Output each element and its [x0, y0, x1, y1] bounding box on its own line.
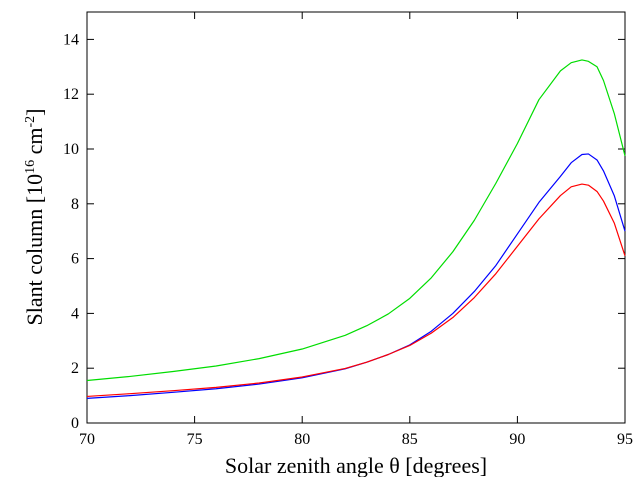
- y-axis-title-mid: cm: [22, 128, 47, 160]
- y-tick-label: 8: [71, 196, 79, 213]
- y-tick-label: 4: [71, 305, 79, 322]
- y-tick-label: 2: [71, 360, 79, 377]
- y-axis-title-exp1: 16: [23, 160, 38, 174]
- series-lines: [86, 59, 626, 399]
- x-tick-label: 85: [402, 431, 418, 448]
- y-axis-title: Slant column [1016 cm-2]: [22, 109, 47, 326]
- y-axis-title-suffix: ]: [22, 109, 47, 116]
- y-axis-title-exp2: -2: [23, 116, 38, 128]
- series-line-1: [86, 59, 626, 382]
- plot-frame: [86, 11, 626, 424]
- y-tick-label: 10: [63, 141, 79, 158]
- x-tick-label: 80: [294, 431, 310, 448]
- x-axis-title: Solar zenith angle θ [degrees]: [225, 453, 487, 477]
- x-tick-label: 70: [79, 431, 95, 448]
- y-axis-title-prefix: Slant column [10: [22, 174, 47, 326]
- x-tick-label: 90: [509, 431, 525, 448]
- y-tick-label: 0: [71, 415, 79, 432]
- y-tick-label: 6: [71, 251, 79, 268]
- series-line-2: [86, 153, 626, 399]
- series-line-3: [86, 183, 626, 398]
- y-tick-label: 12: [63, 86, 79, 103]
- x-tick-label: 95: [617, 431, 633, 448]
- x-tick-label: 75: [187, 431, 203, 448]
- axis-ticks: 70 75 80 85 90 95 0 2 4 6 8 10 12 14: [63, 12, 633, 448]
- y-tick-label: 14: [63, 31, 79, 48]
